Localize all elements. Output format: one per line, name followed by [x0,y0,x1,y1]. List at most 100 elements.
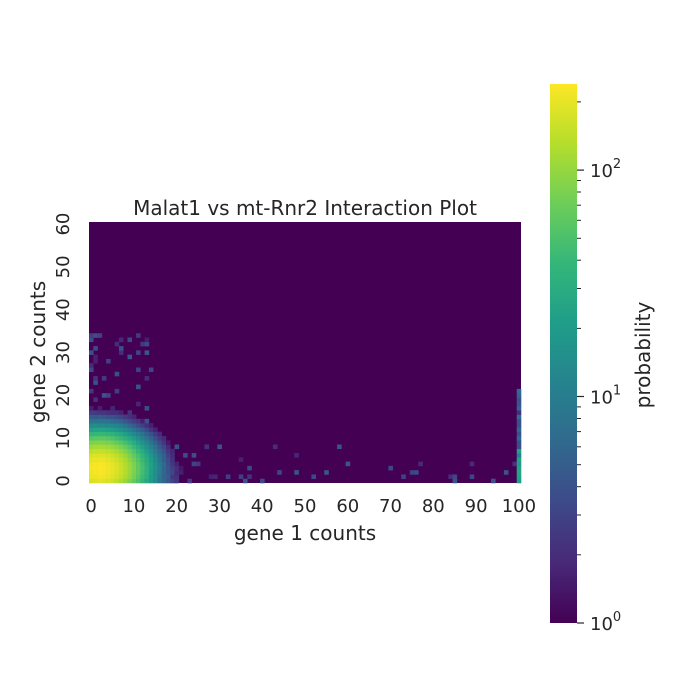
heatmap-cell [148,453,154,458]
heatmap-cell [97,431,103,437]
heatmap-cell [123,423,128,428]
heatmap-cell [131,414,137,420]
heatmap-cell [118,350,124,355]
y-axis-label: gene 2 counts [26,281,50,423]
x-tick-label: 100 [502,496,536,517]
chart-title: Malat1 vs mt-Rnr2 Interaction Plot [133,196,477,220]
heatmap-cell [93,431,98,437]
heatmap-cell [170,478,175,484]
y-tick-label: 50 [53,255,74,278]
heatmap-cell [157,444,163,450]
y-tick-label: 10 [53,427,74,450]
heatmap-cell [101,414,107,420]
heatmap-cell [409,470,415,475]
heatmap-cell [106,478,111,484]
heatmap-cell [195,461,201,467]
heatmap-cell [93,346,98,351]
x-tick-label: 50 [294,496,317,517]
heatmap-cell [247,465,252,471]
heatmap-cell [153,448,158,454]
heatmap-cell [165,448,171,454]
heatmap-cell [114,431,120,437]
heatmap-cell [136,457,141,462]
heatmap-cell [123,457,128,462]
heatmap-cell [516,470,522,475]
heatmap-cell [114,461,120,467]
heatmap-cell [516,418,522,424]
heatmap-cell [114,465,120,471]
heatmap-cell [127,337,133,343]
heatmap-cell [101,461,107,467]
heatmap-cell [136,448,141,454]
x-axis-ticks: 0 10 20 30 40 50 60 70 80 90 100 [85,496,536,517]
heatmap-cell [106,414,111,420]
heatmap-cell [140,341,145,347]
heatmap-cell [161,470,167,475]
heatmap-cell [136,465,141,471]
heatmap-cell [448,474,453,480]
heatmap-cell [414,470,419,475]
heatmap-cell [140,435,145,441]
heatmap-cell [516,453,522,458]
heatmap-cell [118,440,124,445]
heatmap-cell [118,427,124,432]
heatmap-cell [89,461,94,467]
heatmap-cell [140,465,145,471]
heatmap-cell [140,448,145,454]
heatmap-cell [144,478,150,484]
heatmap-cell [165,465,171,471]
heatmap-cell [165,440,171,445]
heatmap-cell [148,444,154,450]
heatmap-cell [136,470,141,475]
heatmap-cell [114,371,120,377]
heatmap-cell [157,453,163,458]
heatmap-cell [136,418,141,424]
heatmap-cell [93,448,98,454]
heatmap-cell [153,427,158,432]
heatmap-cell [148,423,154,428]
heatmap-cell [127,435,133,441]
heatmap-cell [110,474,115,480]
heatmap-cell [127,465,133,471]
heatmap-cell [106,444,111,450]
heatmap-cell [89,465,94,471]
heatmap-cell [106,423,111,428]
heatmap-cell [170,474,175,480]
heatmap-cell [118,461,124,467]
heatmap-cell [418,461,423,467]
heatmap-cell [148,474,154,480]
heatmap-cell [512,461,518,467]
heatmap-cell [136,401,141,407]
heatmap-cell [127,461,133,467]
heatmap-cell [144,376,150,381]
heatmap-cell [140,423,145,428]
heatmap-cell [89,435,94,441]
heatmap-cell [89,388,94,394]
heatmap-cell [153,457,158,462]
heatmap-cell [101,376,107,381]
heatmap-cell [136,453,141,458]
colorbar-tick-label: 102 [590,157,621,182]
heatmap-cell [140,474,145,480]
heatmap-cell [170,457,175,462]
heatmap-cell [140,478,145,484]
heatmap-cell [97,474,103,480]
heatmap-cell [89,448,94,454]
heatmap-cell [97,448,103,454]
heatmap-cell [93,453,98,458]
heatmap-cell [161,453,167,458]
heatmap-cell [157,431,163,437]
heatmap-cell [106,435,111,441]
heatmap-cell [311,474,316,480]
heatmap-cell [208,474,214,480]
heatmap-cell [157,478,163,484]
heatmap-cell [144,457,150,462]
heatmap-cell [89,440,94,445]
heatmap-cell [110,435,115,441]
heatmap-cell [140,453,145,458]
heatmap-cell [148,431,154,437]
heatmap-cell [110,457,115,462]
colorbar-label: probability [631,301,655,408]
heatmap-cell [127,457,133,462]
heatmap-cell [161,435,167,441]
